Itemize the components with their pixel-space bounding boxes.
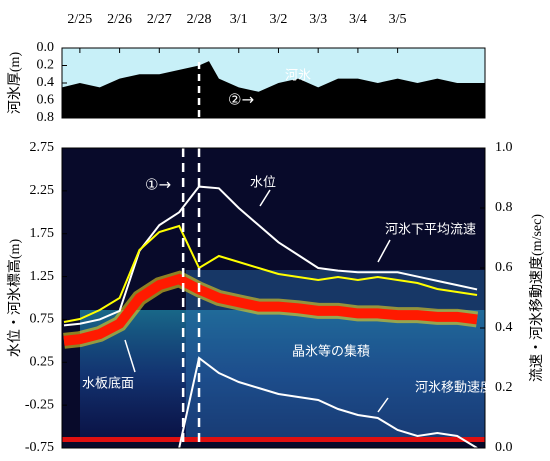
leader bbox=[377, 397, 389, 413]
riverbed bbox=[62, 437, 485, 442]
y2-tick-label: 0.4 bbox=[495, 320, 513, 335]
y-tick-label: 0.2 bbox=[37, 58, 55, 73]
frame bbox=[61, 147, 486, 449]
series-line bbox=[63, 185, 478, 327]
y-tick-label: 2.75 bbox=[30, 140, 55, 155]
y-tick-label: -0.25 bbox=[25, 397, 54, 412]
x-tick-label: 3/2 bbox=[270, 12, 288, 27]
y2-tick-label: 0.2 bbox=[495, 380, 513, 395]
y-tick-label: 1.25 bbox=[30, 269, 55, 284]
leader bbox=[124, 339, 136, 373]
y-tick-label: 1.75 bbox=[30, 226, 55, 241]
leader bbox=[377, 239, 391, 263]
y-tick-label: 0.4 bbox=[37, 75, 55, 90]
y2-tick-label: 1.0 bbox=[495, 140, 513, 155]
x-tick-label: 3/4 bbox=[349, 12, 367, 27]
x-tick-label: 3/3 bbox=[309, 12, 327, 27]
y2-axis-title: 流速・河氷移動速度(m/sec) bbox=[529, 214, 545, 382]
y-axis-title: 河氷厚(m) bbox=[7, 52, 23, 115]
y-tick-label: 0.6 bbox=[37, 93, 55, 108]
series-label: 河氷下平均流速 bbox=[385, 223, 476, 238]
series-line bbox=[63, 224, 478, 323]
y2-tick-label: 0.6 bbox=[495, 260, 513, 275]
y-tick-label: 2.25 bbox=[30, 183, 55, 198]
series-line bbox=[178, 356, 478, 449]
y-tick-label: 0.8 bbox=[37, 110, 55, 125]
y-tick-label: 0.25 bbox=[30, 355, 55, 370]
x-tick-label: 2/25 bbox=[67, 12, 92, 27]
y-tick-label: -0.75 bbox=[25, 440, 54, 455]
x-tick-label: 2/26 bbox=[107, 12, 132, 27]
backscatter bbox=[80, 310, 485, 440]
y-tick-label: 0.0 bbox=[37, 40, 55, 55]
series-label: 河氷移動速度 bbox=[415, 380, 493, 396]
x-tick-label: 3/5 bbox=[389, 12, 407, 27]
frame bbox=[61, 47, 486, 119]
series-label: 水位 bbox=[250, 176, 276, 191]
annotation: ②→ bbox=[228, 91, 254, 109]
annotation: 晶氷等の集積 bbox=[292, 344, 370, 360]
series-label: 水板底面 bbox=[82, 376, 134, 392]
y-tick-label: 0.75 bbox=[30, 312, 55, 327]
y2-tick-label: 0.8 bbox=[495, 200, 513, 215]
x-tick-label: 2/27 bbox=[147, 12, 172, 27]
y-axis-title: 水位・河氷標高(m) bbox=[6, 239, 23, 358]
annotation: 河氷 bbox=[285, 69, 311, 84]
series-line bbox=[63, 273, 478, 346]
annotation: ①→ bbox=[145, 176, 171, 194]
x-tick-label: 2/28 bbox=[187, 12, 212, 27]
y2-tick-label: 0.0 bbox=[495, 440, 513, 455]
leader bbox=[259, 189, 271, 207]
x-tick-label: 3/1 bbox=[230, 12, 248, 27]
ice-thickness-area bbox=[62, 61, 485, 118]
